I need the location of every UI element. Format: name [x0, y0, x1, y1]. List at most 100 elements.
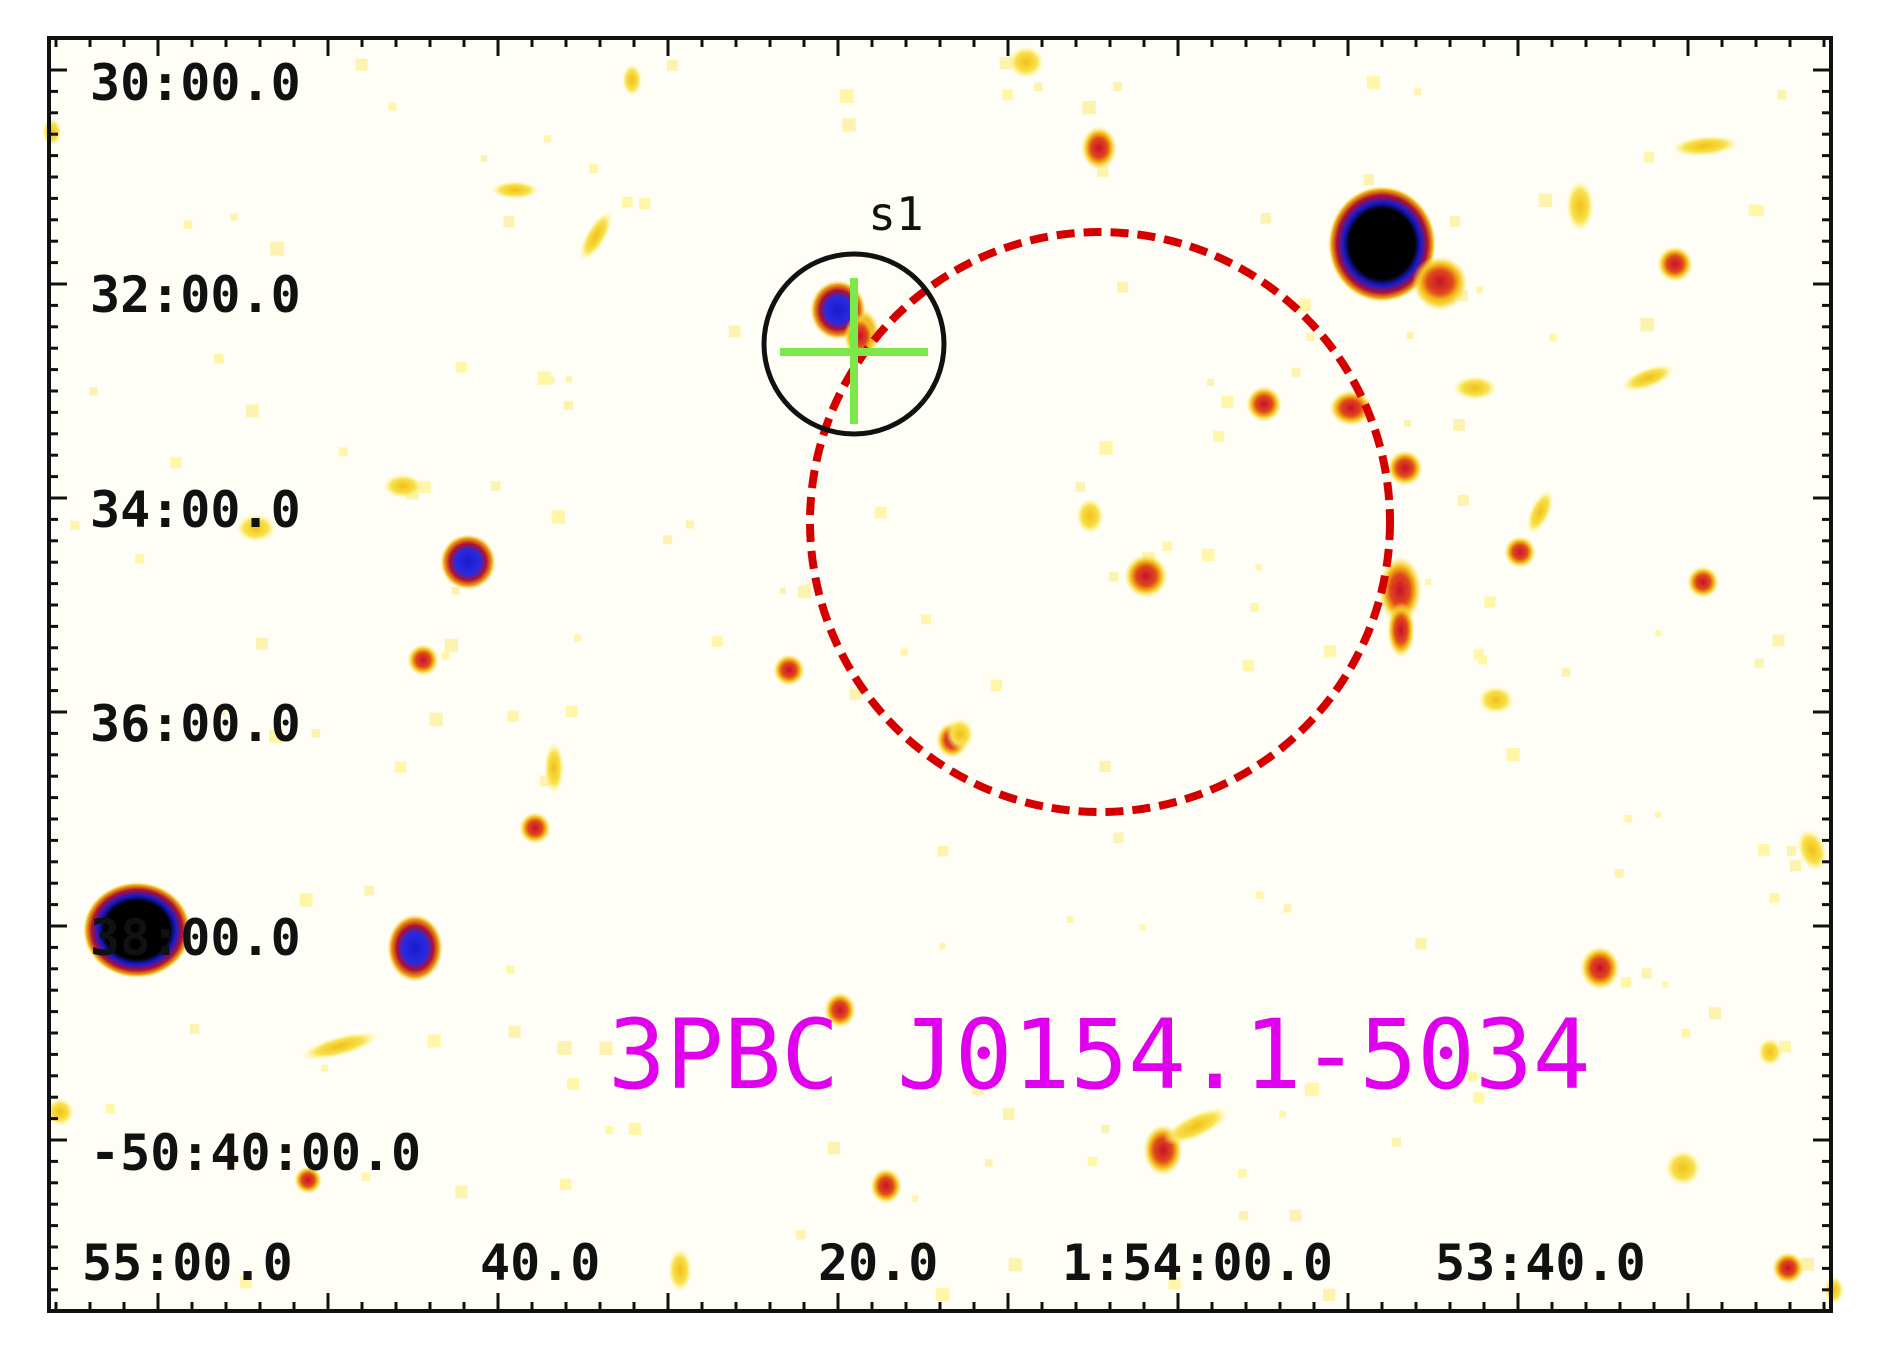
- noise-speck: [1614, 869, 1624, 878]
- noise-speck: [321, 1064, 328, 1072]
- noise-speck: [227, 1157, 237, 1167]
- noise-speck: [183, 220, 193, 229]
- noise-speck: [480, 155, 488, 162]
- dec-label: 32:00.0: [90, 266, 301, 324]
- noise-speck: [1415, 938, 1427, 950]
- noise-speck: [239, 1275, 253, 1289]
- noise-speck: [1549, 333, 1557, 341]
- noise-speck: [1206, 378, 1215, 387]
- faint-streak: [1566, 180, 1594, 232]
- source-blob: [1329, 390, 1373, 426]
- noise-speck: [1754, 658, 1764, 668]
- noise-speck: [1506, 748, 1520, 762]
- noise-speck: [565, 705, 578, 718]
- noise-speck: [574, 634, 582, 642]
- noise-speck: [456, 361, 467, 373]
- noise-speck: [1075, 482, 1085, 492]
- ra-axis-labels: 55:00.0 40.0 20.0 1:54:00.0 53:40.0: [82, 1234, 1646, 1292]
- noise-speck: [506, 965, 515, 974]
- noise-speck: [1260, 213, 1272, 224]
- noise-speck: [1406, 331, 1414, 340]
- noise-speck: [1641, 968, 1652, 979]
- noise-speck: [256, 638, 268, 650]
- noise-speck: [712, 636, 723, 647]
- noise-speck: [1067, 916, 1074, 923]
- noise-speck: [213, 354, 224, 364]
- bright-source: [387, 914, 443, 982]
- noise-speck: [1324, 645, 1337, 658]
- noise-speck: [1117, 281, 1129, 293]
- faint-streak: [1162, 1107, 1230, 1145]
- noise-speck: [1473, 1092, 1485, 1104]
- noise-speck: [628, 1122, 641, 1135]
- noise-speck: [839, 89, 854, 103]
- noise-speck: [1002, 89, 1013, 101]
- source-blob: [407, 644, 439, 676]
- noise-speck: [565, 376, 573, 383]
- saturated-source: [1412, 256, 1468, 308]
- faint-streak: [383, 474, 423, 498]
- noise-speck: [1323, 1288, 1336, 1301]
- noise-speck: [1306, 1082, 1320, 1096]
- noise-speck: [1662, 981, 1669, 988]
- noise-speck: [796, 1230, 806, 1240]
- source-blob: [1504, 536, 1536, 568]
- noise-speck: [985, 1159, 993, 1167]
- noise-speck: [937, 845, 949, 857]
- noise-speck: [1238, 1169, 1247, 1178]
- noise-speck: [1461, 1049, 1470, 1058]
- faint-streak: [1621, 364, 1675, 392]
- noise-speck: [444, 638, 459, 653]
- ra-label: 55:00.0: [82, 1234, 293, 1292]
- noise-speck: [1449, 216, 1461, 227]
- faint-streak: [946, 718, 974, 750]
- noise-speck: [1681, 1028, 1691, 1038]
- noise-speck: [105, 1104, 115, 1114]
- noise-speck: [1363, 174, 1375, 185]
- source-blob: [1387, 602, 1415, 658]
- noise-speck: [1538, 193, 1553, 207]
- noise-speck: [451, 586, 460, 595]
- faint-noise-layer: [70, 56, 1814, 1302]
- noise-speck: [1298, 298, 1311, 312]
- faint-streak: [1453, 376, 1497, 400]
- noise-speck: [170, 457, 182, 469]
- source-label-s1: s1: [868, 187, 923, 241]
- noise-speck: [269, 729, 283, 743]
- saturated-source: [83, 882, 191, 978]
- noise-speck: [1168, 1277, 1181, 1290]
- noise-speck: [1484, 596, 1496, 608]
- noise-speck: [355, 58, 368, 71]
- noise-speck: [1779, 1040, 1791, 1053]
- noise-speck: [1414, 88, 1422, 96]
- source-blob: [1081, 126, 1117, 170]
- noise-speck: [419, 481, 431, 493]
- noise-speck: [921, 614, 931, 625]
- noise-speck: [1101, 1124, 1110, 1134]
- noise-speck: [1162, 541, 1172, 551]
- noise-speck: [1283, 904, 1292, 913]
- noise-speck: [874, 506, 887, 519]
- noise-speck: [1772, 634, 1785, 647]
- noise-speck: [429, 712, 443, 727]
- noise-speck: [900, 648, 908, 656]
- noise-speck: [936, 1287, 950, 1302]
- noise-speck: [1250, 603, 1259, 612]
- noise-speck: [621, 196, 633, 208]
- noise-speck: [1457, 494, 1469, 506]
- source-blob: [1124, 554, 1168, 598]
- plot-frame: [47, 36, 1833, 1313]
- noise-speck: [1655, 630, 1662, 637]
- faint-streak: [579, 211, 613, 261]
- noise-speck: [1708, 1007, 1722, 1020]
- noise-speck: [804, 583, 811, 591]
- noise-speck: [1291, 367, 1301, 377]
- noise-speck: [1366, 75, 1380, 89]
- noise-speck: [1757, 844, 1770, 856]
- noise-speck: [1113, 832, 1124, 843]
- noise-speck: [230, 213, 238, 221]
- noise-speck: [557, 1040, 572, 1055]
- noise-speck: [1099, 760, 1111, 772]
- dec-label: -50:40:00.0: [90, 1124, 421, 1182]
